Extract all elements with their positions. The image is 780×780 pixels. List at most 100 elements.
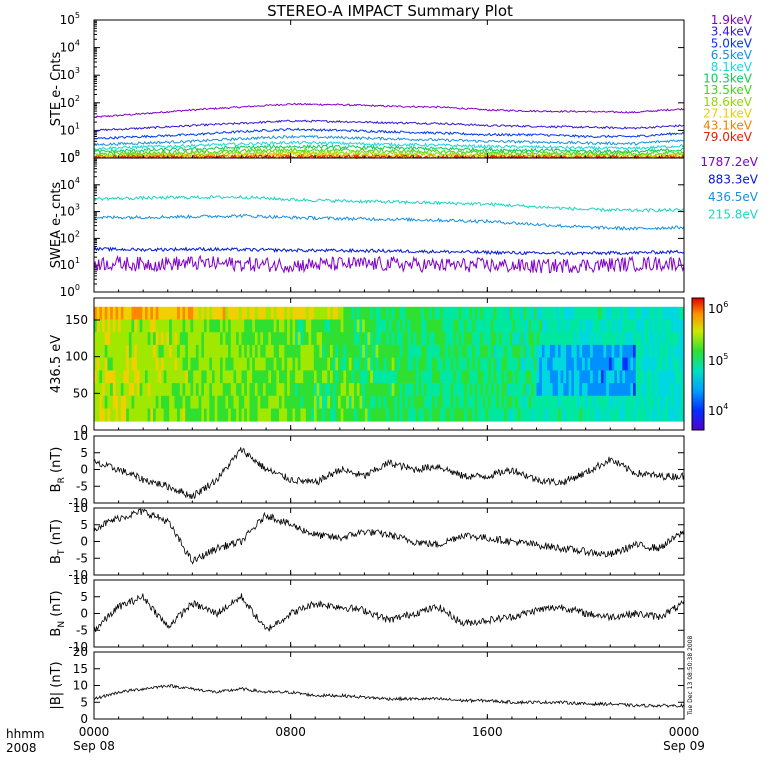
pad-cell bbox=[413, 383, 417, 397]
pad-cell bbox=[340, 408, 344, 422]
pad-cell bbox=[665, 370, 669, 384]
pad-cell bbox=[359, 319, 363, 333]
pad-cell bbox=[187, 370, 191, 384]
pad-cell bbox=[635, 370, 639, 384]
pad-cell bbox=[480, 306, 484, 320]
pad-cell bbox=[458, 383, 462, 397]
pad-cell bbox=[139, 306, 143, 320]
pad-cell bbox=[574, 408, 578, 422]
pad-cell bbox=[458, 319, 462, 333]
pad-cell bbox=[541, 408, 545, 422]
pad-cell bbox=[571, 344, 575, 358]
pad-cell bbox=[169, 408, 173, 422]
pad-cell bbox=[383, 408, 387, 422]
pad-cell bbox=[579, 370, 583, 384]
pad-cell bbox=[308, 395, 312, 409]
pad-cell bbox=[260, 370, 264, 384]
pad-cell bbox=[327, 408, 331, 422]
pad-cell bbox=[501, 357, 505, 371]
pad-cell bbox=[493, 319, 497, 333]
pad-cell bbox=[590, 395, 594, 409]
pad-cell bbox=[590, 306, 594, 320]
ste-legend-27.1keV: 27.1keV bbox=[703, 107, 753, 121]
pad-cell bbox=[617, 408, 621, 422]
pad-cell bbox=[579, 395, 583, 409]
pad-cell bbox=[246, 344, 250, 358]
pad-cell bbox=[539, 306, 543, 320]
pad-cell bbox=[617, 357, 621, 371]
pad-ytick-label: 150 bbox=[65, 313, 88, 327]
pad-cell bbox=[423, 344, 427, 358]
pad-cell bbox=[372, 383, 376, 397]
pad-cell bbox=[571, 306, 575, 320]
pad-cell bbox=[279, 357, 283, 371]
pad-cell bbox=[592, 306, 596, 320]
pad-cell bbox=[485, 332, 489, 346]
pad-cell bbox=[99, 319, 103, 333]
pad-cell bbox=[587, 332, 591, 346]
pad-cell bbox=[442, 319, 446, 333]
pad-cell bbox=[115, 319, 119, 333]
pad-cell bbox=[354, 395, 358, 409]
pad-cell bbox=[316, 344, 320, 358]
pad-cell bbox=[153, 395, 157, 409]
pad-cell bbox=[228, 357, 232, 371]
pad-cell bbox=[322, 306, 326, 320]
pad-cell bbox=[131, 319, 135, 333]
pad-cell bbox=[179, 395, 183, 409]
pad-cell bbox=[155, 319, 159, 333]
pad-cell bbox=[348, 383, 352, 397]
pad-cell bbox=[539, 370, 543, 384]
pad-cell bbox=[381, 395, 385, 409]
pad-cell bbox=[305, 370, 309, 384]
pad-cell bbox=[241, 383, 245, 397]
pad-cell bbox=[389, 306, 393, 320]
pad-cell bbox=[362, 357, 366, 371]
pad-cell bbox=[300, 319, 304, 333]
pad-cell bbox=[622, 332, 626, 346]
pad-cell bbox=[340, 383, 344, 397]
pad-cell bbox=[276, 370, 280, 384]
pad-cell bbox=[381, 370, 385, 384]
pad-cell bbox=[389, 357, 393, 371]
pad-cell bbox=[434, 395, 438, 409]
pad-cell bbox=[284, 370, 288, 384]
pad-cell bbox=[566, 319, 570, 333]
pad-cell bbox=[359, 395, 363, 409]
bn-ylabel: BN (nT) bbox=[49, 590, 67, 636]
pad-cell bbox=[316, 395, 320, 409]
pad-cell bbox=[179, 370, 183, 384]
pad-cell bbox=[330, 344, 334, 358]
pad-cell bbox=[576, 383, 580, 397]
pad-cell bbox=[287, 344, 291, 358]
pad-cell bbox=[523, 319, 527, 333]
pad-cell bbox=[190, 383, 194, 397]
pad-cell bbox=[136, 344, 140, 358]
pad-cell bbox=[552, 408, 556, 422]
pad-cell bbox=[209, 344, 213, 358]
pad-cell bbox=[646, 395, 650, 409]
pad-cell bbox=[225, 408, 229, 422]
ste-legend-10.3keV: 10.3keV bbox=[703, 72, 753, 86]
pad-cell bbox=[367, 370, 371, 384]
pad-cell bbox=[579, 344, 583, 358]
pad-cell bbox=[372, 332, 376, 346]
pad-cell bbox=[533, 306, 537, 320]
pad-cell bbox=[305, 332, 309, 346]
pad-cell bbox=[383, 306, 387, 320]
pad-cell bbox=[662, 332, 666, 346]
pad-cell bbox=[472, 408, 476, 422]
pad-cell bbox=[528, 408, 532, 422]
pad-cell bbox=[654, 395, 658, 409]
pad-cell bbox=[303, 383, 307, 397]
pad-cell bbox=[536, 395, 540, 409]
pad-cell bbox=[472, 370, 476, 384]
pad-cell bbox=[488, 383, 492, 397]
pad-cell bbox=[340, 357, 344, 371]
pad-cell bbox=[584, 344, 588, 358]
pad-cell bbox=[112, 408, 116, 422]
pad-cell bbox=[246, 383, 250, 397]
pad-cell bbox=[606, 370, 610, 384]
ste-legend-13.5keV: 13.5keV bbox=[703, 83, 753, 97]
